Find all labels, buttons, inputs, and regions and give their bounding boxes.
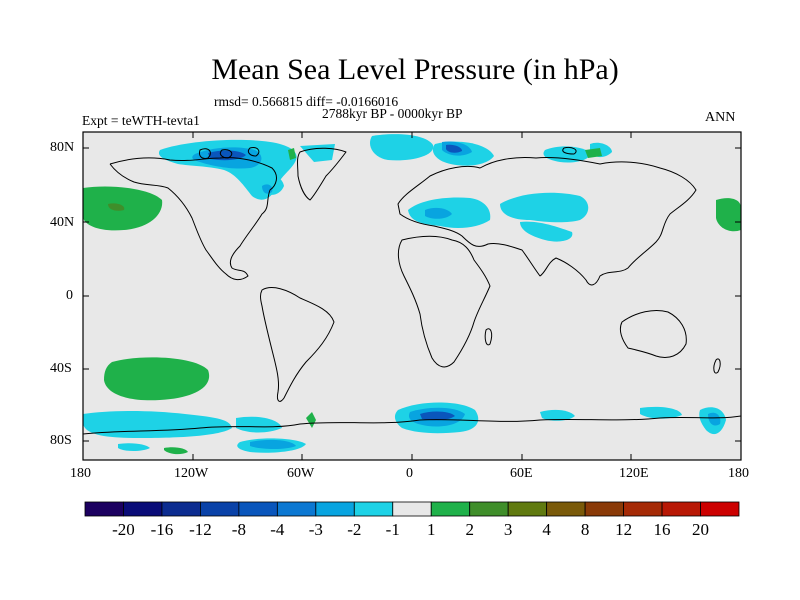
colorbar-label: -3 — [308, 520, 323, 539]
negative-anomaly-south-core — [420, 411, 455, 421]
lon-label-0: 0 — [406, 466, 413, 481]
lat-label-80s: 80S — [50, 433, 72, 448]
colorbar-label: 12 — [615, 520, 633, 539]
colorbar-swatch — [123, 501, 163, 517]
colorbar-label: -16 — [150, 520, 174, 539]
colorbar — [84, 501, 740, 517]
lat-label-40s: 40S — [50, 361, 72, 376]
colorbar-swatch — [430, 501, 471, 517]
colorbar-swatch — [353, 501, 394, 517]
colorbar-label: 8 — [580, 520, 590, 539]
lon-label-60e: 60E — [510, 466, 533, 481]
lon-label-180e: 180 — [728, 466, 749, 481]
colorbar-swatch — [238, 501, 278, 517]
map-background — [83, 132, 741, 460]
colorbar-swatch — [315, 501, 355, 517]
coastlines — [83, 147, 741, 435]
season-label: ANN — [705, 110, 736, 125]
colorbar-swatch — [584, 501, 624, 517]
colorbar-label: -2 — [347, 520, 362, 539]
colorbar-label: 3 — [503, 520, 513, 539]
colorbar-swatch — [200, 501, 240, 517]
experiment-label: Expt = teWTH-tevta1 — [82, 113, 200, 128]
map-title: Mean Sea Level Pressure (in hPa) — [211, 53, 619, 86]
axis-ticks — [83, 132, 741, 460]
colorbar-swatch — [546, 501, 586, 517]
colorbar-label: -20 — [112, 520, 135, 539]
lon-label-60w: 60W — [287, 466, 315, 481]
colorbar-label: 16 — [653, 520, 671, 539]
lon-label-180w: 180 — [70, 466, 91, 481]
colorbar-label: 20 — [692, 520, 710, 539]
colorbar-swatch — [700, 501, 740, 517]
colorbar-swatch — [507, 501, 548, 517]
colorbar-label: -8 — [231, 520, 246, 539]
colorbar-swatch — [276, 501, 317, 517]
colorbar-label: -12 — [189, 520, 212, 539]
lon-label-120e: 120E — [619, 466, 649, 481]
colorbar-label: -1 — [385, 520, 400, 539]
period-text: 2788kyr BP - 0000kyr BP — [322, 106, 463, 121]
colorbar-swatch — [161, 501, 201, 517]
colorbar-label: -4 — [270, 520, 285, 539]
lon-label-120w: 120W — [174, 466, 209, 481]
colorbar-label: 2 — [465, 520, 474, 539]
rmsd-diff-text: rmsd= 0.566815 diff= -0.0166016 — [214, 94, 399, 109]
colorbar-swatch — [469, 501, 509, 517]
colorbar-swatch — [392, 501, 432, 517]
lat-label-40n: 40N — [50, 215, 75, 230]
colorbar-swatch — [84, 501, 124, 517]
colorbar-label: 4 — [542, 520, 551, 539]
lat-label-80n: 80N — [50, 140, 75, 155]
colorbar-swatch — [661, 501, 701, 517]
lat-label-0: 0 — [66, 288, 73, 303]
positive-anomaly-strong — [108, 203, 125, 211]
colorbar-label: 1 — [426, 520, 436, 539]
positive-anomaly — [83, 148, 741, 455]
colorbar-swatch — [623, 501, 663, 517]
